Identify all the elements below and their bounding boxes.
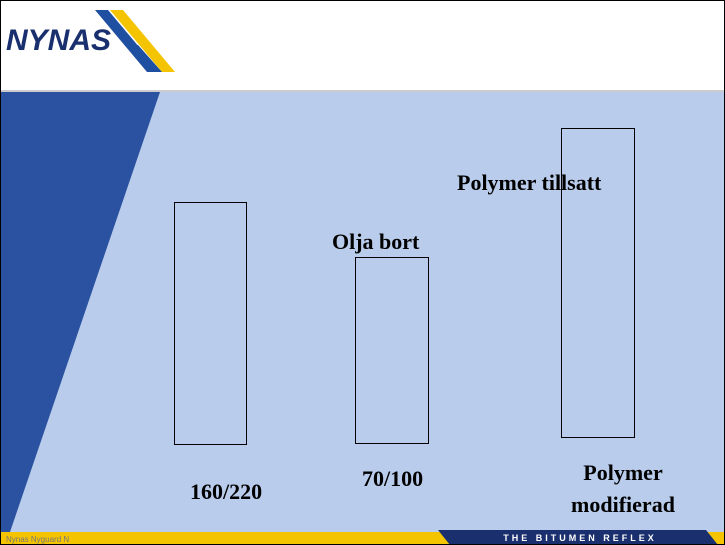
logo-stripe: [125, 45, 162, 72]
footer-author: Nynas Nyguard N: [6, 535, 69, 544]
tagline-tab: [438, 530, 718, 545]
category-label: 70/100: [362, 466, 423, 491]
category-label: 160/220: [190, 479, 262, 504]
logo-stripe: [110, 10, 175, 72]
category-label: Polymer: [583, 460, 663, 485]
left-wedge: [0, 92, 160, 532]
bar-outline: [174, 202, 247, 445]
annotation: Olja bort: [332, 229, 420, 254]
logo-text: NYNAS: [6, 24, 111, 57]
logo: NYNAS: [6, 10, 175, 72]
bar-outline: [355, 257, 429, 444]
category-label: modifierad: [571, 492, 675, 517]
tagline: THE BITUMEN REFLEX: [503, 533, 657, 543]
annotation: Polymer tillsatt: [457, 170, 602, 195]
bar-outline: [561, 128, 635, 438]
